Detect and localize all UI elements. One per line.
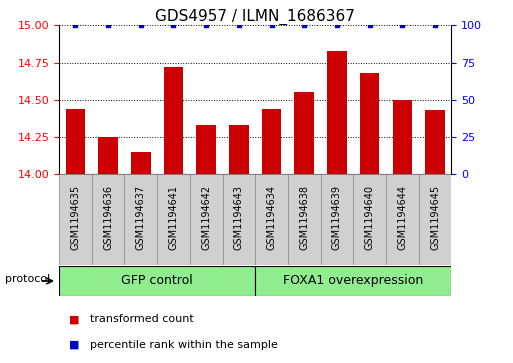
Bar (425, 110, 445, 174)
Text: GSM1194643: GSM1194643 (234, 185, 244, 250)
Text: protocol: protocol (5, 274, 50, 284)
Point (235, 23, 243, 28)
Bar (321, 174, 353, 265)
Text: ■: ■ (69, 340, 80, 350)
Bar (59, 266, 255, 296)
Bar (98, 137, 118, 174)
Bar (255, 266, 451, 296)
Bar (392, 100, 412, 174)
Bar (190, 174, 223, 265)
Text: GSM1194639: GSM1194639 (332, 185, 342, 250)
Bar (294, 92, 314, 174)
Text: GSM1194641: GSM1194641 (168, 185, 179, 250)
Bar (229, 125, 249, 174)
Bar (223, 174, 255, 265)
Text: GSM1194637: GSM1194637 (136, 185, 146, 250)
Point (136, 23, 145, 28)
Text: percentile rank within the sample: percentile rank within the sample (90, 340, 278, 350)
Text: GFP control: GFP control (121, 274, 193, 287)
Bar (360, 73, 380, 174)
Bar (353, 174, 386, 265)
Bar (157, 174, 190, 265)
Bar (327, 51, 347, 174)
Bar (386, 174, 419, 265)
Point (431, 23, 439, 28)
Text: GSM1194636: GSM1194636 (103, 185, 113, 250)
Bar (92, 174, 125, 265)
Bar (131, 152, 150, 174)
Bar (59, 174, 92, 265)
Bar (164, 67, 183, 174)
Text: FOXA1 overexpression: FOXA1 overexpression (283, 274, 423, 287)
Bar (66, 109, 85, 174)
Bar (196, 125, 216, 174)
Bar (124, 174, 157, 265)
Text: GSM1194635: GSM1194635 (70, 185, 81, 250)
Point (71, 23, 80, 28)
Point (398, 23, 406, 28)
Text: GSM1194638: GSM1194638 (299, 185, 309, 250)
Point (333, 23, 341, 28)
Point (366, 23, 374, 28)
Bar (288, 174, 321, 265)
Text: transformed count: transformed count (90, 314, 193, 325)
Text: GSM1194645: GSM1194645 (430, 185, 440, 250)
Point (104, 23, 112, 28)
Bar (255, 174, 288, 265)
Bar (262, 109, 281, 174)
Text: ■: ■ (69, 314, 80, 325)
Text: GSM1194640: GSM1194640 (365, 185, 374, 250)
Text: GSM1194634: GSM1194634 (267, 185, 277, 250)
Title: GDS4957 / ILMN_1686367: GDS4957 / ILMN_1686367 (155, 9, 355, 25)
Text: GSM1194644: GSM1194644 (398, 185, 407, 250)
Text: GSM1194642: GSM1194642 (201, 185, 211, 250)
Point (267, 23, 275, 28)
Point (202, 23, 210, 28)
Point (169, 23, 177, 28)
Bar (419, 174, 451, 265)
Point (300, 23, 308, 28)
